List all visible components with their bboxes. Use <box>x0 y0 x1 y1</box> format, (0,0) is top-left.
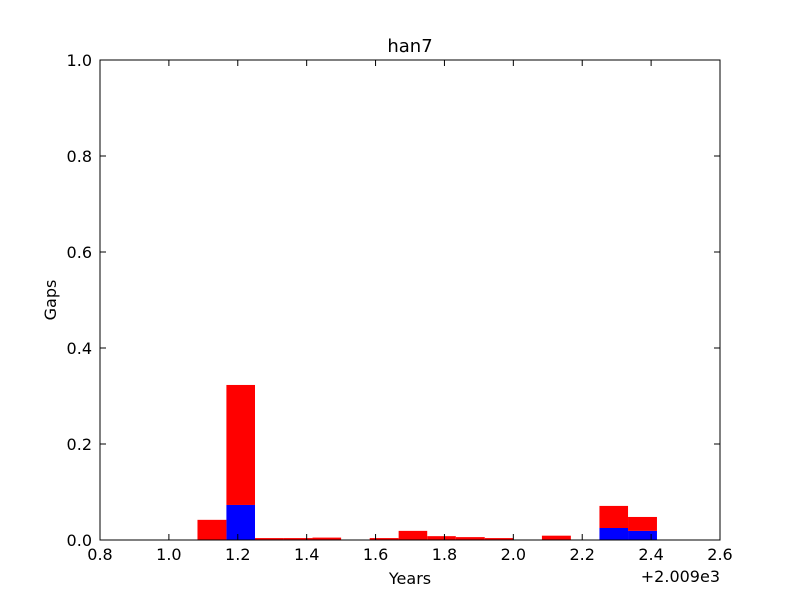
y-tick-label: 0.8 <box>67 147 92 166</box>
bar-segment <box>255 538 284 540</box>
y-tick-label: 0.6 <box>67 243 92 262</box>
x-tick-label: 0.8 <box>87 545 112 564</box>
y-tick-label: 0.2 <box>67 435 92 454</box>
bar-segment <box>455 537 485 540</box>
x-tick-label: 1.4 <box>294 545 319 564</box>
bar-segment <box>369 538 399 540</box>
y-tick-label: 1.0 <box>67 51 92 70</box>
x-tick-label: 2.0 <box>501 545 526 564</box>
bar-segment <box>226 384 255 505</box>
x-tick-label: 2.6 <box>707 545 732 564</box>
bar-segment <box>599 505 629 528</box>
x-axis-label: Years <box>388 569 431 588</box>
bar-segment <box>197 519 227 540</box>
bar-segment <box>541 535 571 540</box>
y-axis-label: Gaps <box>41 280 60 321</box>
bar-segment <box>398 530 428 540</box>
y-tick-label: 0.4 <box>67 339 92 358</box>
bar-segment <box>226 504 255 540</box>
bar-segment <box>427 536 456 540</box>
bar-segment <box>599 528 629 540</box>
bar-segment <box>283 538 313 540</box>
x-tick-label: 2.2 <box>569 545 594 564</box>
x-offset-label: +2.009e3 <box>641 567 720 586</box>
x-tick-label: 1.8 <box>432 545 457 564</box>
x-tick-label: 2.4 <box>638 545 663 564</box>
bar-segment <box>628 530 657 540</box>
bar-segment <box>628 516 657 531</box>
x-tick-label: 1.2 <box>225 545 250 564</box>
x-tick-label: 1.6 <box>363 545 388 564</box>
x-tick-label: 1.0 <box>156 545 181 564</box>
plot-frame <box>99 59 721 541</box>
bar-segment <box>312 537 342 540</box>
chart-title: han7 <box>387 36 432 57</box>
bar-segment <box>484 538 514 540</box>
y-tick-label: 0.0 <box>67 531 92 550</box>
